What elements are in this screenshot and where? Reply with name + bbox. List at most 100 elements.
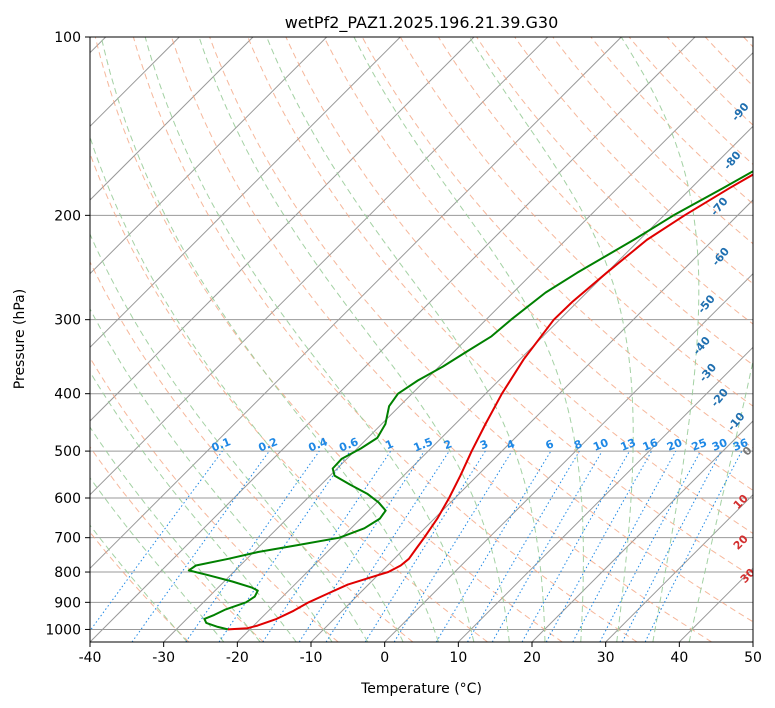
mixing-ratio-label: 3 — [478, 437, 490, 452]
moist-adiabat-label: -20 — [708, 386, 731, 410]
isotherm-line — [605, 493, 753, 642]
dry-adiabat-label: 20 — [731, 532, 751, 552]
moist-adiabat-label: -60 — [709, 245, 732, 269]
moist-adiabat-line — [688, 358, 753, 642]
mixing-ratio-line — [435, 450, 552, 642]
isotherm-line — [90, 37, 622, 570]
isotherm-line — [90, 37, 696, 642]
mixing-ratio-label: 2 — [442, 437, 454, 452]
mixing-ratio-line — [185, 450, 320, 642]
dry-adiabat-line — [628, 37, 753, 166]
dry-adiabat-line — [666, 37, 753, 126]
mixing-ratio-label: 0.2 — [256, 435, 279, 454]
moist-adiabat-line — [90, 370, 297, 642]
isotherm-line — [531, 420, 753, 642]
mixing-ratio-label: 1.5 — [412, 435, 435, 454]
moist-adiabat-label: -90 — [729, 100, 752, 124]
mixing-ratio-line — [364, 450, 486, 642]
y-tick-label: 400 — [54, 387, 81, 403]
dry-adiabat-label: 30 — [738, 566, 758, 586]
plot-frame — [89, 36, 754, 643]
dry-adiabat-line — [361, 37, 753, 449]
axes: -40 -30 -20 -10 0 10 20 30 40 5010020030040050060… — [45, 30, 762, 666]
dry-adiabat-line — [90, 531, 190, 642]
x-axis-label: Temperature (°C) — [360, 681, 482, 697]
temperature-profile — [227, 173, 753, 631]
mixing-ratio-line — [262, 450, 392, 642]
x-tick-label: -40 — [79, 650, 102, 666]
isotherm-line — [90, 37, 401, 349]
x-tick-label: -10 — [300, 650, 323, 666]
mixing-ratio-label: 0.4 — [306, 435, 329, 454]
mixing-ratio-line — [393, 450, 513, 642]
moist-adiabat-label: -100 — [752, 49, 775, 79]
mixing-ratio-label: 13 — [619, 436, 638, 454]
moist-adiabat-line — [469, 37, 634, 642]
dry-adiabat-line — [743, 37, 753, 48]
mixing-ratio-label: 36 — [731, 436, 750, 454]
isotherm-line — [678, 567, 753, 642]
dewpoint-profile — [187, 170, 753, 631]
x-tick-label: 30 — [597, 650, 615, 666]
mixing-ratio-line — [572, 450, 677, 642]
x-tick-label: 20 — [523, 650, 541, 666]
mixing-ratio-label: 10 — [591, 436, 610, 454]
isotherm-line — [90, 37, 328, 275]
dry-adiabat-line — [514, 37, 753, 285]
x-tick-label: 40 — [670, 650, 688, 666]
moist-adiabat-line — [266, 37, 546, 642]
mixing-ratio-line — [599, 450, 701, 642]
y-axis-label: Pressure (hPa) — [12, 289, 28, 389]
isotherm-line — [457, 346, 753, 642]
background-lines — [90, 37, 753, 642]
moist-adiabat-line — [353, 37, 584, 642]
dry-adiabat-line — [90, 152, 488, 642]
x-tick-label: 0 — [380, 650, 389, 666]
y-tick-label: 200 — [54, 208, 81, 224]
isotherm-line — [90, 37, 549, 496]
y-tick-label: 900 — [54, 595, 81, 611]
mixing-ratio-line — [325, 450, 450, 642]
moist-adiabat-line — [90, 308, 333, 642]
dry-adiabat-line — [94, 37, 563, 642]
isotherm-line — [90, 37, 475, 422]
moist-adiabat-line — [198, 37, 510, 642]
dry-adiabat-line — [90, 446, 264, 642]
moist-adiabat-line — [90, 476, 225, 642]
x-tick-label: 10 — [449, 650, 467, 666]
dry-adiabat-line — [90, 356, 339, 642]
moist-adiabat-label: -40 — [690, 334, 713, 358]
chart-title: wetPf2_PAZ1.2025.196.21.39.G30 — [285, 13, 559, 33]
y-tick-label: 600 — [54, 491, 81, 507]
y-tick-label: 100 — [54, 30, 81, 46]
mixing-ratio-line — [545, 450, 653, 642]
mixing-ratio-line — [131, 450, 270, 642]
mixing-ratio-label: 6 — [544, 437, 556, 452]
isotherm-line — [384, 272, 753, 642]
mixing-ratio-label: 8 — [572, 437, 584, 452]
x-tick-label: -20 — [226, 650, 249, 666]
mixing-ratio-label: 0.1 — [210, 435, 233, 454]
isotherm-line — [752, 641, 753, 642]
dry-adiabat-line — [399, 37, 753, 407]
moist-adiabat-line — [90, 232, 369, 642]
y-tick-label: 300 — [54, 313, 81, 329]
moist-adiabat-line — [90, 524, 188, 642]
dry-adiabat-line — [590, 37, 753, 205]
x-tick-label: 50 — [744, 650, 762, 666]
mixing-ratio-label: 25 — [690, 436, 709, 454]
line-labels: 0.1 0.2 0.4 0.6 1 1.5 2 3 4 6 8 10 13 16 20 25 30 3601020… — [210, 49, 775, 616]
mixing-ratio-line — [491, 450, 603, 642]
y-tick-label: 700 — [54, 531, 81, 547]
dry-adiabat-label: 40 — [752, 595, 772, 615]
mixing-ratio-line — [467, 450, 580, 642]
dry-adiabat-label: 10 — [731, 492, 751, 512]
dry-adiabat-line — [171, 37, 712, 642]
mixing-ratio-label: 20 — [665, 436, 684, 454]
mixing-ratio-line — [90, 450, 223, 632]
y-tick-label: 1000 — [45, 622, 81, 638]
dry-adiabat-line — [90, 260, 414, 642]
mixing-ratio-line — [218, 450, 351, 642]
moist-adiabat-label: -30 — [697, 361, 720, 385]
